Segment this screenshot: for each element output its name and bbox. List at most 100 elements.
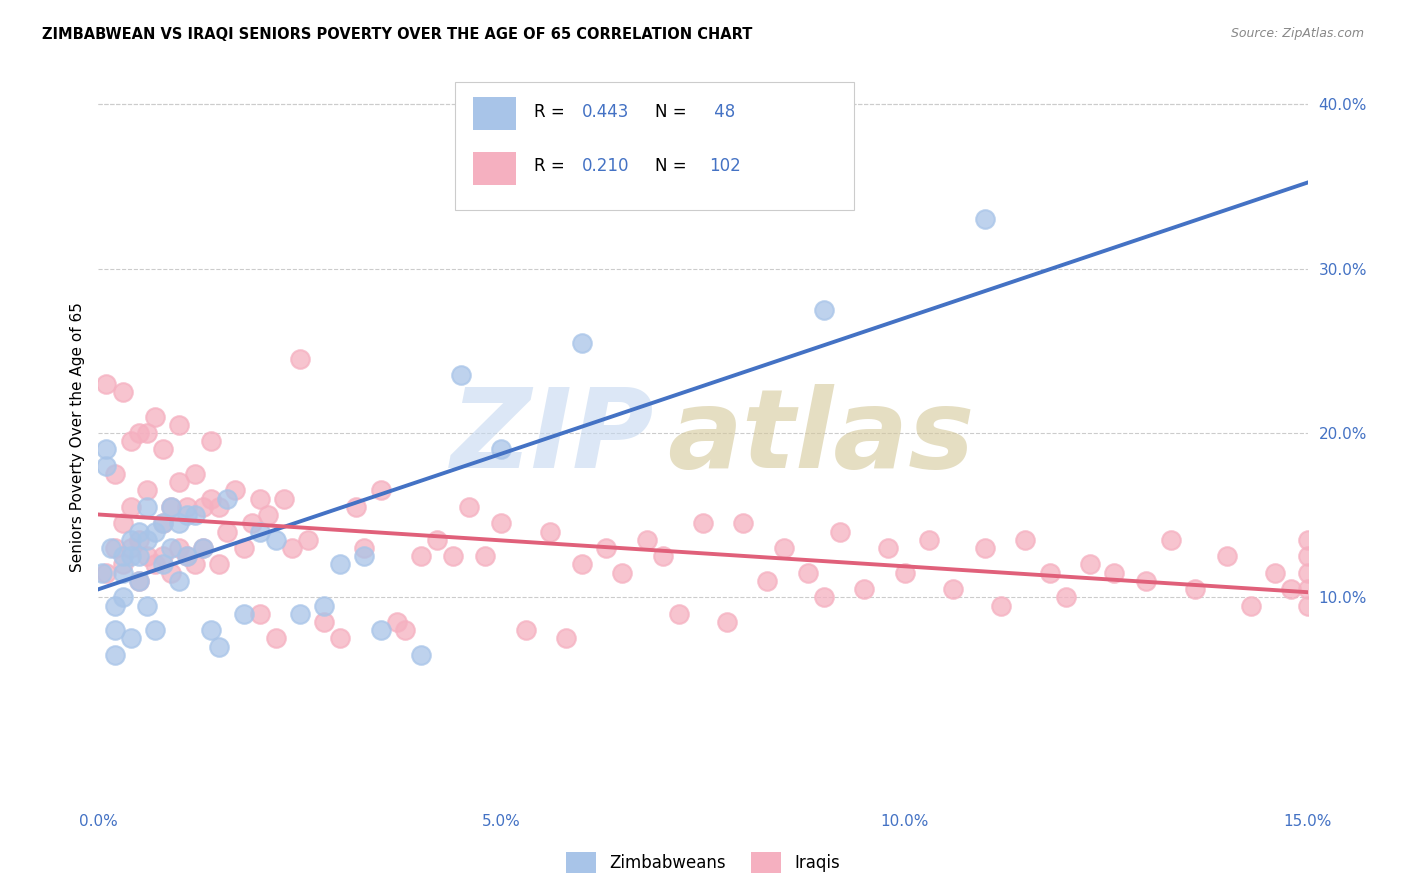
Point (193, 541, 215, 555)
Point (128, 549, 150, 564)
Point (96, 442, 118, 457)
Point (491, 516, 513, 531)
Point (111, 516, 134, 531)
Point (143, 409, 166, 424)
Point (1014, 533, 1036, 547)
Point (232, 607, 254, 621)
Point (797, 566, 820, 580)
Point (538, 524, 561, 539)
Point (409, 648, 432, 662)
Point (1160, 533, 1182, 547)
Text: Source: ZipAtlas.com: Source: ZipAtlas.com (1230, 27, 1364, 40)
Point (152, 549, 174, 564)
Point (91, 566, 114, 580)
Point (193, 541, 215, 555)
Point (103, 541, 125, 555)
Point (249, 524, 271, 539)
Point (160, 566, 183, 580)
Point (1078, 558, 1101, 572)
Text: ZIMBABWEAN VS IRAQI SENIORS POVERTY OVER THE AGE OF 65 CORRELATION CHART: ZIMBABWEAN VS IRAQI SENIORS POVERTY OVER… (42, 27, 752, 42)
Point (217, 491, 239, 506)
Point (692, 516, 714, 531)
Point (208, 500, 231, 514)
Point (651, 549, 673, 564)
Point (120, 632, 142, 646)
Point (240, 516, 263, 531)
Point (1296, 533, 1319, 547)
Y-axis label: Seniors Poverty Over the Age of 65: Seniors Poverty Over the Age of 65 (69, 302, 84, 572)
Point (612, 566, 634, 580)
Point (152, 516, 174, 531)
FancyBboxPatch shape (456, 82, 855, 211)
Text: 0.443: 0.443 (582, 103, 630, 120)
Point (167, 574, 190, 588)
Point (176, 549, 198, 564)
Point (1054, 591, 1077, 605)
Point (394, 624, 416, 638)
Point (756, 574, 779, 588)
Point (426, 533, 449, 547)
Point (595, 541, 617, 555)
Point (152, 442, 174, 457)
Point (160, 500, 183, 514)
Point (353, 549, 375, 564)
Point (249, 491, 271, 506)
Point (256, 508, 278, 523)
Text: N =: N = (655, 158, 692, 176)
Point (571, 558, 593, 572)
Point (111, 549, 134, 564)
Point (297, 533, 319, 547)
Point (96, 566, 118, 580)
Point (1102, 566, 1125, 580)
Point (176, 549, 198, 564)
Point (128, 425, 150, 440)
Point (990, 599, 1012, 613)
Point (555, 632, 578, 646)
FancyBboxPatch shape (474, 152, 516, 185)
Point (877, 541, 900, 555)
Point (167, 541, 190, 555)
Point (103, 467, 125, 481)
Point (120, 434, 142, 449)
Point (813, 302, 835, 317)
Point (1135, 574, 1157, 588)
Point (103, 648, 125, 662)
Point (128, 574, 150, 588)
Point (273, 491, 295, 506)
Point (200, 491, 222, 506)
Point (217, 524, 239, 539)
Point (385, 615, 408, 629)
Point (1216, 549, 1239, 564)
Point (152, 558, 174, 572)
Point (143, 558, 166, 572)
Point (103, 599, 125, 613)
Point (668, 607, 690, 621)
Point (111, 566, 134, 580)
Point (176, 508, 198, 523)
Point (974, 541, 997, 555)
Point (772, 541, 794, 555)
FancyBboxPatch shape (474, 97, 516, 130)
Point (184, 508, 207, 523)
Text: 48: 48 (709, 103, 735, 120)
Point (344, 500, 367, 514)
Text: atlas: atlas (666, 384, 974, 491)
Point (120, 549, 142, 564)
Point (96, 376, 118, 391)
Point (96, 458, 118, 473)
Point (918, 533, 941, 547)
Point (264, 632, 287, 646)
Point (1296, 549, 1319, 564)
Point (184, 558, 207, 572)
Point (314, 615, 336, 629)
Point (264, 533, 287, 547)
Point (167, 516, 190, 531)
Point (135, 599, 157, 613)
Point (135, 425, 157, 440)
Point (1039, 566, 1062, 580)
Point (120, 541, 142, 555)
Point (111, 384, 134, 399)
Point (176, 500, 198, 514)
Point (193, 500, 215, 514)
Point (441, 549, 464, 564)
